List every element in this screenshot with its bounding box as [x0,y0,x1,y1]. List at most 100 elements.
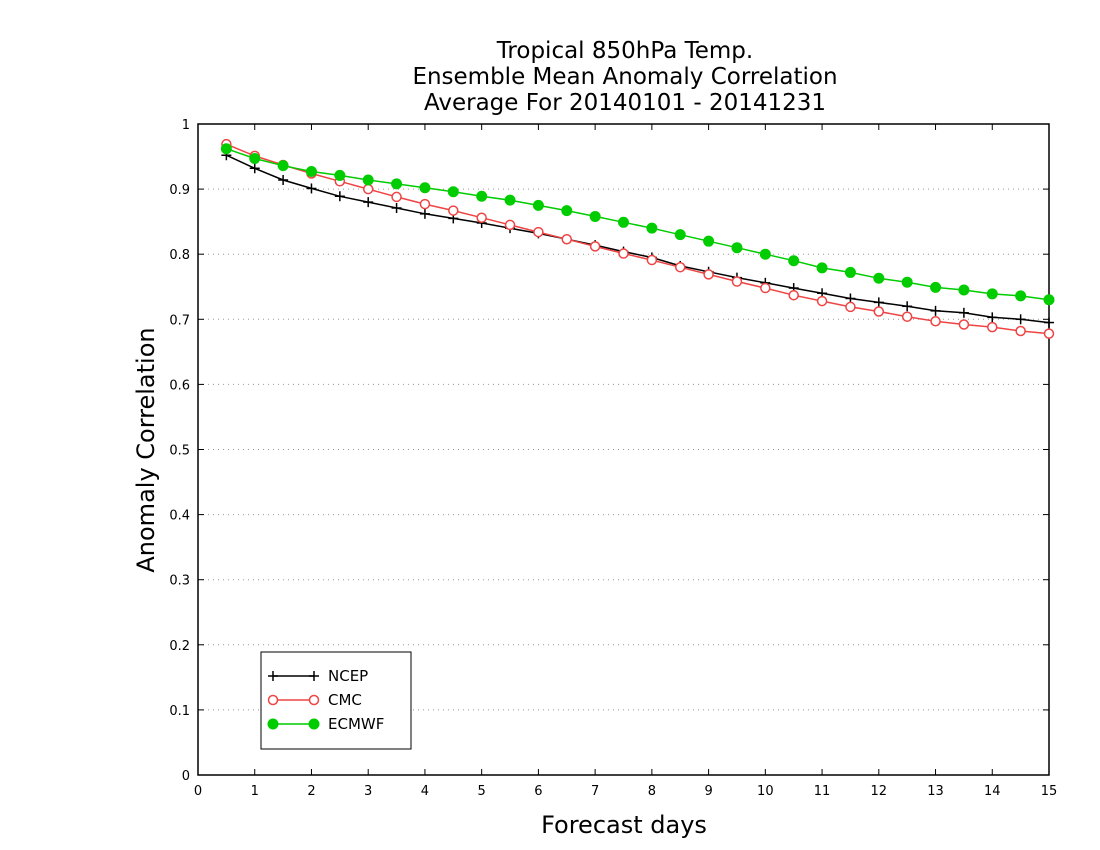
series-cmc [221,138,1055,339]
series-ncep-marker [391,202,402,213]
series-cmc-marker [1015,325,1026,337]
x-tick-label: 13 [927,784,944,799]
series-ecmwf-marker [958,284,970,296]
series-ecmwf-marker [674,229,686,241]
x-tick-label: 7 [591,784,599,799]
series-ecmwf-marker [419,182,431,194]
series-ecmwf-marker [1043,294,1055,306]
series-cmc-marker [391,191,402,203]
x-tick-label: 4 [421,784,429,799]
series-cmc-marker [476,212,487,223]
series-ecmwf-line [226,147,1050,301]
series-ecmwf-marker [504,194,516,206]
series-ncep-marker [873,297,884,308]
series-ecmwf-marker [703,235,715,247]
legend-label-cmc: CMC [328,691,362,709]
series-ecmwf-marker [816,262,828,274]
chart-title-line-3: Average For 20140101 - 20141231 [424,90,826,116]
series-ecmwf-marker [589,210,601,222]
series-ecmwf-marker [646,222,658,234]
series-cmc-marker [561,233,573,245]
series-ecmwf-marker [391,178,403,190]
series-cmc-marker [845,301,856,313]
series-ecmwf-marker [873,272,885,284]
y-tick-label: 0.1 [169,704,190,719]
x-tick-label: 2 [307,784,315,799]
legend-ncep-marker [309,671,319,681]
series-ecmwf-marker [476,190,488,202]
series-ecmwf-marker [788,255,800,267]
y-tick-label: 0.7 [169,313,190,328]
legend-item-ecmwf: ECMWF [267,715,384,733]
series-ecmwf-marker [532,199,544,211]
series-ecmwf-marker [731,242,743,254]
series-ncep-marker [306,183,317,194]
series-cmc-marker [362,183,374,195]
series-cmc-marker [703,269,714,280]
series-ncep-line [226,154,1050,324]
series-ncep-marker [249,163,260,174]
series-ncep-marker [902,301,913,312]
legend-label-ncep: NCEP [328,667,368,685]
y-axis-title: Anomaly Correlation [132,327,160,572]
series-ecmwf-marker [277,160,289,172]
series-cmc-marker [618,248,629,259]
series-ncep-marker [278,174,289,185]
series-cmc-marker [901,311,913,322]
series-cmc-marker [674,261,686,273]
series-ncep-marker [958,307,969,318]
series-ecmwf-marker [334,169,346,181]
x-tick-label: 3 [364,784,372,799]
x-tick-label: 10 [757,784,774,799]
series-cmc-marker [731,276,743,287]
series-cmc-marker [987,321,998,333]
x-tick-label: 9 [704,784,712,799]
series-cmc-marker [533,226,544,238]
legend: NCEP CMC ECMWF [260,651,412,750]
legend-label-ecmwf: ECMWF [328,715,384,733]
y-tick-label: 0.4 [169,509,190,524]
x-tick-label: 11 [814,784,831,799]
x-tick-label: 12 [871,784,888,799]
legend-ncep-marker [268,671,278,681]
x-axis-title: Forecast days [541,811,707,839]
x-tick-label: 1 [251,784,259,799]
chart-title-line-1: Tropical 850hPa Temp. [496,38,753,64]
series-ncep-marker [1015,314,1026,325]
legend-cmc-marker [267,694,279,706]
y-tick-label: 0.9 [169,183,190,198]
series-cmc-line [226,143,1050,335]
x-tick-label: 8 [648,784,656,799]
x-tick-label: 15 [1041,784,1058,799]
x-tick-label: 6 [534,784,542,799]
series-ecmwf-marker [220,143,232,155]
series-ecmwf-marker [930,281,942,293]
y-tick-label: 0.6 [169,378,190,393]
y-tick-label: 0.3 [169,574,190,589]
series-ncep-marker [419,208,430,219]
series-ecmwf-marker [759,248,771,260]
series-cmc-marker [930,316,941,327]
series-cmc-marker [589,241,601,252]
x-tick-label: 14 [984,784,1001,799]
series-ecmwf-marker [447,186,459,198]
x-tick-label: 5 [478,784,486,799]
series-ecmwf-marker [1015,290,1027,302]
y-tick-label: 0.5 [169,444,190,459]
series-cmc-marker [958,319,970,330]
chart-title: Tropical 850hPa Temp. Ensemble Mean Anom… [412,38,837,116]
series-cmc-marker [760,282,771,294]
series-cmc-marker [448,205,459,216]
series-cmc-marker [504,219,516,231]
series-ecmwf-marker [844,266,856,278]
legend-ecmwf-marker [267,718,279,730]
series-cmc-marker [816,295,828,307]
series-ecmwf-marker [362,174,374,186]
series-ncep-marker [1044,317,1054,328]
series-ecmwf-marker [561,205,573,217]
y-tick-label: 0 [182,769,190,784]
series-ecmwf-marker [618,216,629,228]
series-ecmwf [220,143,1055,306]
series-ncep-marker [930,305,941,316]
